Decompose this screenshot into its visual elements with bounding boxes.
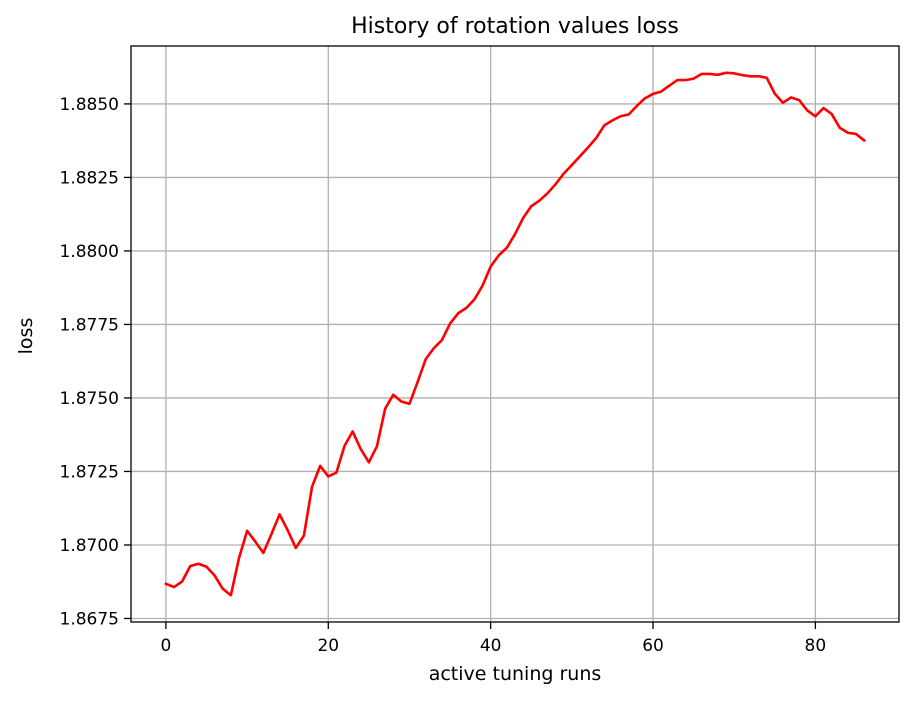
series-layer — [164, 71, 866, 597]
y-axis-label: loss — [15, 318, 37, 355]
loss-series-line — [164, 71, 866, 597]
y-tick-label: 1.8800 — [60, 242, 119, 262]
y-tick-label: 1.8725 — [60, 462, 119, 482]
y-tick-label: 1.8675 — [60, 609, 119, 629]
x-tick-label: 20 — [317, 636, 339, 656]
x-axis-ticks: 0 20 40 60 80 — [160, 622, 826, 656]
x-tick-label: 0 — [160, 636, 171, 656]
y-tick-label: 1.8850 — [60, 95, 119, 115]
y-axis-ticks: 1.8675 1.8700 1.8725 1.8750 1.8775 1.8800 1.88… — [60, 95, 131, 629]
y-tick-label: 1.8750 — [60, 389, 119, 409]
plot-frame — [130, 45, 900, 623]
x-tick-label: 40 — [480, 636, 502, 656]
grid — [131, 46, 899, 622]
x-tick-label: 80 — [805, 636, 827, 656]
x-axis-label: active tuning runs — [429, 663, 602, 685]
y-tick-label: 1.8700 — [60, 536, 119, 556]
x-tick-label: 60 — [642, 636, 664, 656]
y-tick-label: 1.8775 — [60, 315, 119, 335]
y-tick-label: 1.8825 — [60, 168, 119, 188]
chart-title: History of rotation values loss — [351, 14, 679, 39]
